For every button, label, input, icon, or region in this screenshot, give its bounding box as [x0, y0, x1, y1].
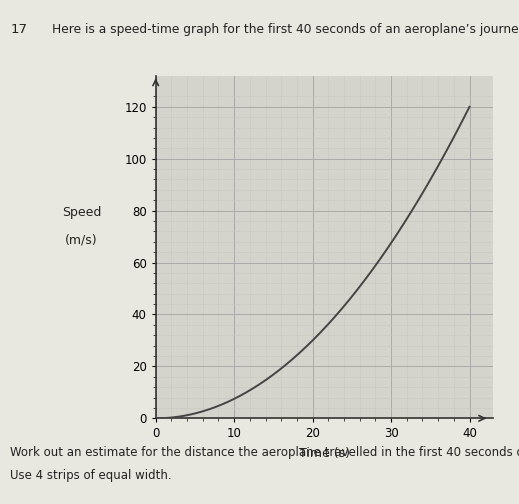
Text: 17: 17 — [10, 23, 28, 36]
Text: Speed: Speed — [62, 206, 101, 219]
X-axis label: Time (s): Time (s) — [299, 447, 350, 460]
Text: Here is a speed-time graph for the first 40 seconds of an aeroplane’s journey.: Here is a speed-time graph for the first… — [52, 23, 519, 36]
Text: Use 4 strips of equal width.: Use 4 strips of equal width. — [10, 469, 172, 482]
Text: (m/s): (m/s) — [65, 234, 98, 246]
Text: Work out an estimate for the distance the aeroplane travelled in the first 40 se: Work out an estimate for the distance th… — [10, 446, 519, 459]
